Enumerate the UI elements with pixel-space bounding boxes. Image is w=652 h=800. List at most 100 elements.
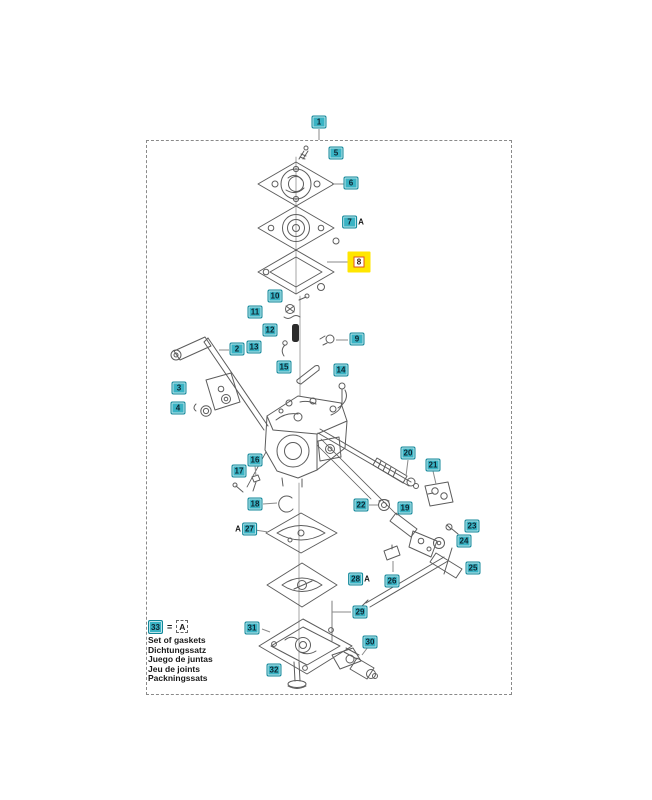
callout-number-badge: 8 — [347, 251, 371, 273]
callout-number-badge: 18 — [247, 497, 263, 511]
callout-32[interactable]: 32 — [266, 663, 282, 677]
leader-lines — [219, 129, 437, 656]
spring-drawing — [378, 499, 390, 511]
callout-10[interactable]: 10 — [267, 289, 283, 303]
callout-26[interactable]: 26 — [384, 574, 400, 588]
callout-number-badge: 21 — [425, 458, 441, 472]
callout-2[interactable]: 2 — [229, 342, 245, 356]
screw-26-drawing — [383, 544, 401, 561]
callout-23[interactable]: 23 — [464, 519, 480, 533]
callout-29[interactable]: 29 — [352, 605, 368, 619]
bracket-drawing — [424, 481, 454, 507]
callout-number-badge: 30 — [362, 635, 378, 649]
screw-23-drawing — [445, 523, 459, 535]
hook-drawing — [281, 340, 288, 357]
callout-20[interactable]: 20 — [400, 446, 416, 460]
callout-number-badge: 1 — [311, 115, 327, 129]
callout-5[interactable]: 5 — [328, 146, 344, 160]
callout-25[interactable]: 25 — [465, 561, 481, 575]
callout-27[interactable]: A 27 — [235, 522, 257, 536]
callout-16[interactable]: 16 — [247, 453, 263, 467]
screw-32-drawing — [287, 661, 307, 689]
legend-ref-badge: 33 — [148, 619, 163, 634]
callout-number-badge: 5 — [328, 146, 344, 160]
callout-number-badge: 27 — [241, 522, 257, 536]
callout-24[interactable]: 24 — [456, 534, 472, 548]
valve-plug-drawing — [292, 324, 299, 342]
callout-19[interactable]: 19 — [397, 501, 413, 515]
callout-number-badge: 23 — [464, 519, 480, 533]
callout-22[interactable]: 22 — [353, 498, 369, 512]
callout-number-badge: 22 — [353, 498, 369, 512]
diagram-frame — [146, 140, 512, 695]
callout-1[interactable]: 1 — [311, 115, 327, 129]
choke-shaft-drawing — [355, 547, 463, 613]
diaphragm-drawing — [257, 205, 340, 251]
circlip-drawing — [278, 495, 294, 513]
callout-3[interactable]: 3 — [171, 381, 187, 395]
assembly-centerline — [295, 156, 301, 661]
callout-number-badge: 25 — [465, 561, 481, 575]
carburetor-body-drawing — [264, 389, 348, 488]
callout-9[interactable]: 9 — [349, 332, 365, 346]
strainer-drawing — [283, 293, 310, 319]
callout-number-badge: 10 — [267, 289, 283, 303]
legend-line-es: Juego de juntas — [148, 654, 213, 664]
callout-number-badge: 32 — [266, 663, 282, 677]
callout-31[interactable]: 31 — [244, 621, 260, 635]
gasket-set-legend: 33 = A Set of gaskets Dichtungssatz Jueg… — [148, 619, 258, 684]
gasket-drawing — [257, 249, 335, 295]
callout-prefix-letter: A — [235, 524, 241, 533]
callout-number-badge: 3 — [171, 381, 187, 395]
callout-number-badge: 19 — [397, 501, 413, 515]
callout-number-badge: 13 — [246, 340, 262, 354]
callout-number-badge: 4 — [170, 401, 186, 415]
callout-number-badge: 15 — [276, 360, 292, 374]
callout-suffix-letter: A — [358, 217, 364, 226]
bottom-cover-drawing — [258, 600, 362, 675]
callout-number-badge: 31 — [244, 621, 260, 635]
clip-drawing — [319, 334, 335, 346]
callout-13[interactable]: 13 — [246, 340, 262, 354]
callout-30[interactable]: 30 — [362, 635, 378, 649]
callout-number-badge: 12 — [262, 323, 278, 337]
washer-drawing — [433, 537, 445, 549]
callout-11[interactable]: 11 — [247, 305, 263, 319]
callout-18[interactable]: 18 — [247, 497, 263, 511]
callout-21[interactable]: 21 — [425, 458, 441, 472]
callout-4[interactable]: 4 — [170, 401, 186, 415]
throttle-shaft-drawing — [316, 428, 419, 516]
fitting-30-drawing — [343, 647, 378, 680]
metering-diaphragm-drawing — [266, 562, 338, 608]
callout-suffix-letter: A — [364, 574, 370, 583]
callout-15[interactable]: 15 — [276, 360, 292, 374]
callout-12[interactable]: 12 — [262, 323, 278, 337]
callout-8[interactable]: 8 — [347, 251, 371, 273]
callout-number-badge: 11 — [247, 305, 263, 319]
callout-28A[interactable]: 28 A — [348, 572, 370, 586]
legend-marker-a: A — [176, 620, 189, 633]
callout-17[interactable]: 17 — [231, 464, 247, 478]
callout-number-badge: 14 — [333, 363, 349, 377]
screw-top-drawing — [298, 145, 309, 160]
legend-line-de: Dichtungssatz — [148, 644, 207, 655]
choke-lever-drawing — [389, 512, 438, 558]
callout-14[interactable]: 14 — [333, 363, 349, 377]
callout-6[interactable]: 6 — [343, 176, 359, 190]
callout-7A[interactable]: 7 A — [342, 215, 364, 229]
callout-number-badge: 2 — [229, 342, 245, 356]
callout-number-badge: 28 — [348, 572, 364, 586]
callout-number-badge: 29 — [352, 605, 368, 619]
callout-number-badge: 9 — [349, 332, 365, 346]
pin-drawing — [296, 365, 320, 385]
callout-number-badge: 24 — [456, 534, 472, 548]
legend-line-en: Set of gaskets — [148, 635, 206, 645]
body-screws-drawing — [232, 451, 267, 493]
metering-gasket-drawing — [265, 512, 338, 554]
legend-line-sv: Packningssats — [148, 673, 208, 683]
callout-number-badge: 7 — [342, 215, 358, 229]
legend-equals: = — [167, 621, 173, 632]
callout-number-badge: 6 — [343, 176, 359, 190]
